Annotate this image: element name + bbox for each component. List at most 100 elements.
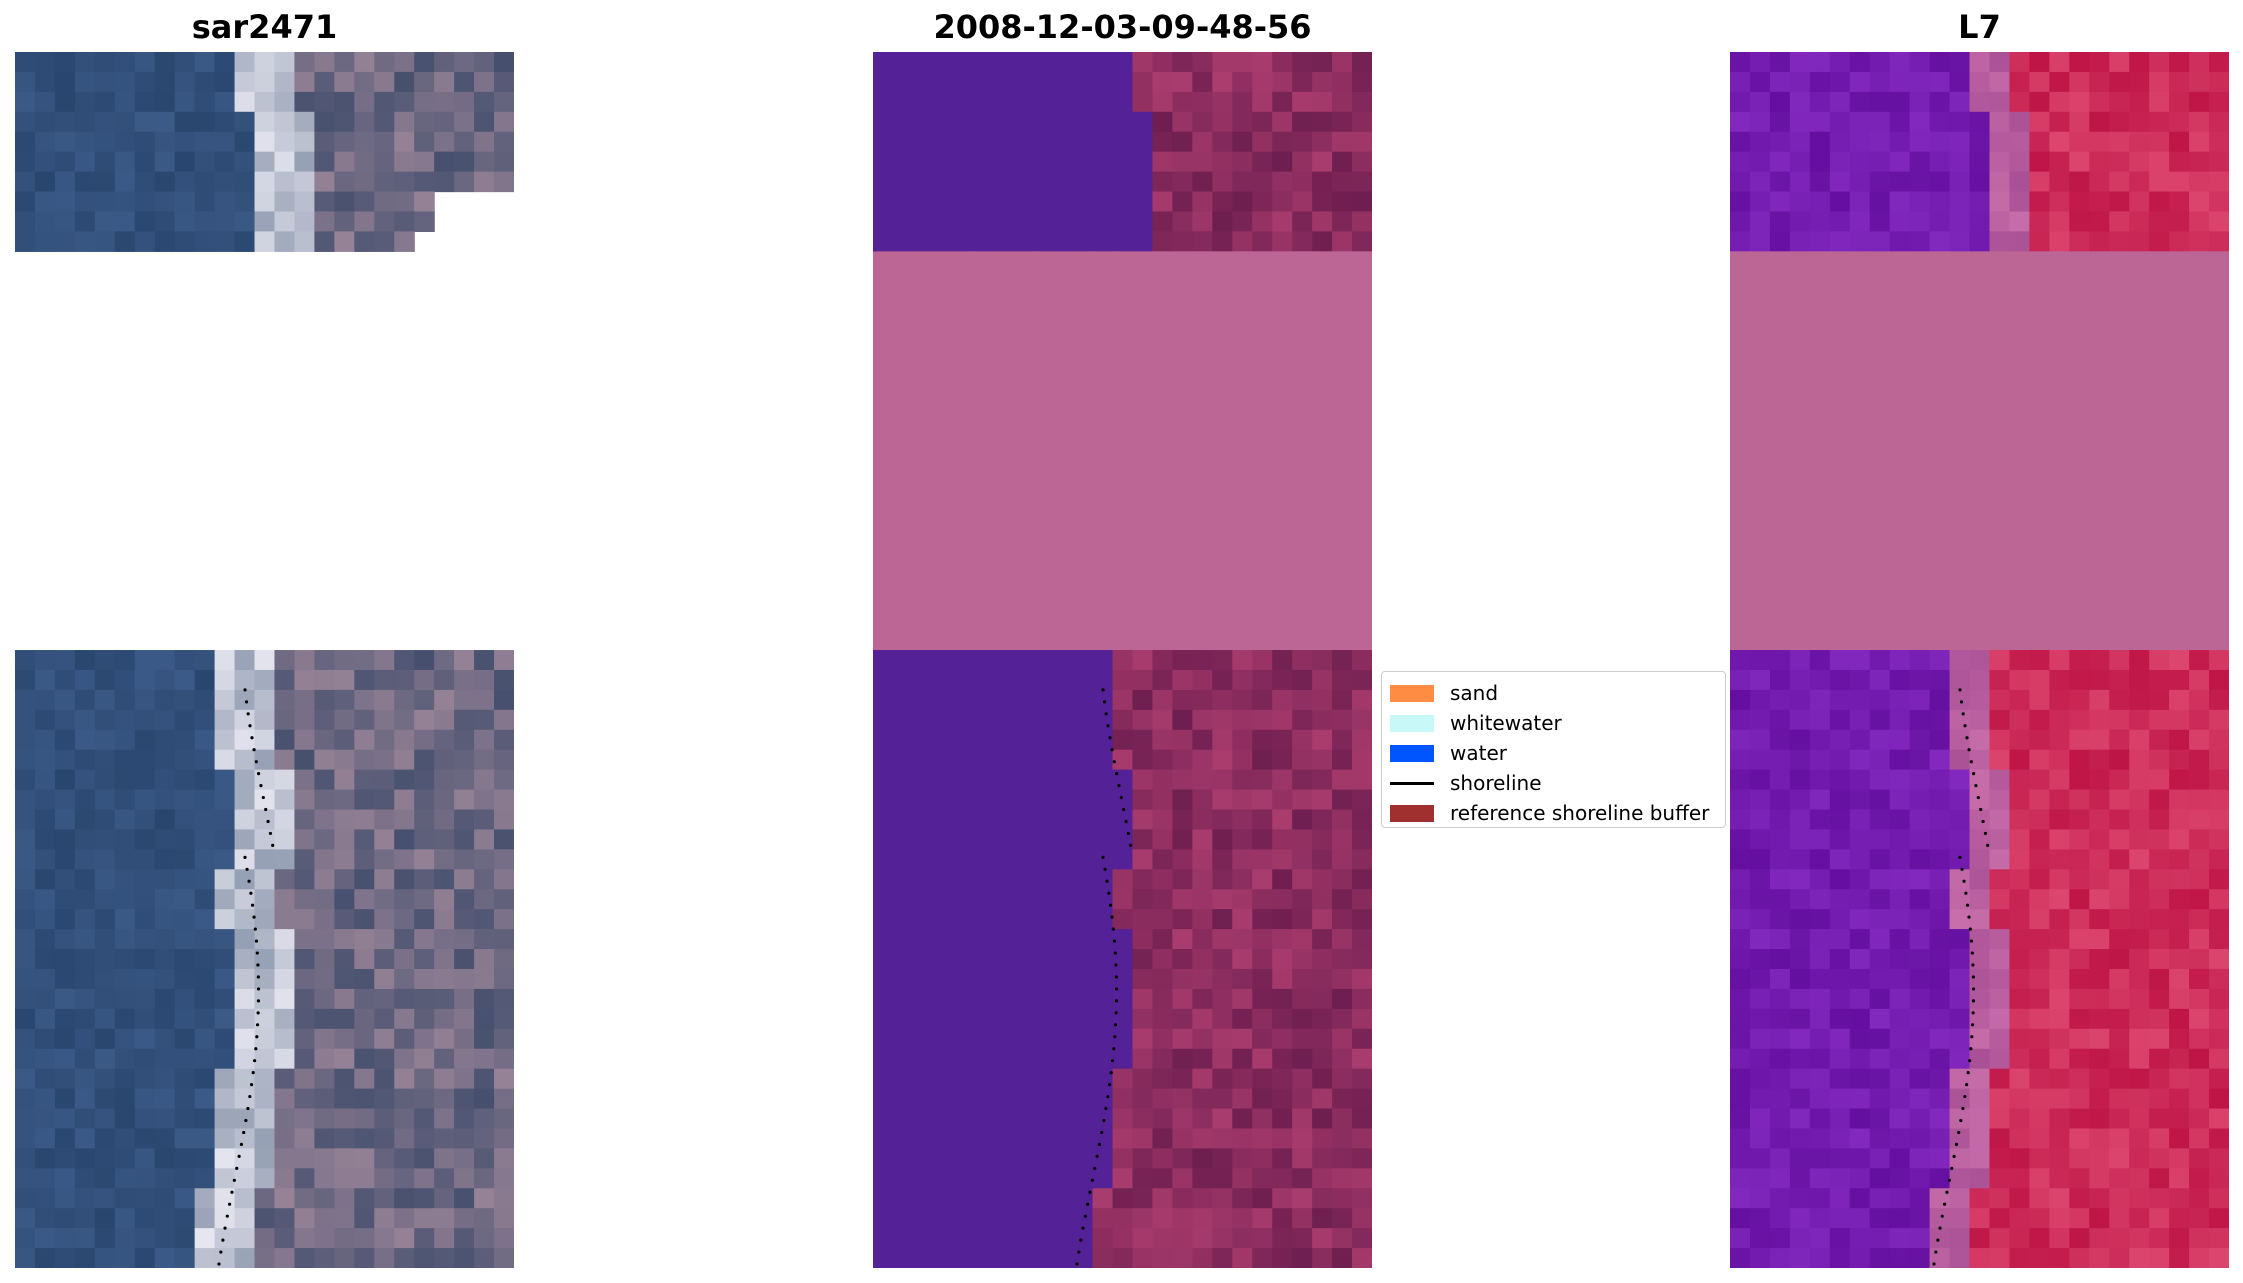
- raster-pixel: [1032, 550, 1054, 571]
- raster-pixel: [214, 769, 236, 791]
- raster-pixel: [1012, 630, 1034, 651]
- raster-pixel: [314, 650, 335, 671]
- raster-pixel: [1212, 968, 1233, 990]
- raster-pixel: [1829, 809, 1851, 831]
- raster-pixel: [1889, 1108, 1911, 1130]
- raster-pixel: [454, 968, 475, 990]
- raster-pixel: [912, 849, 934, 870]
- raster-pixel: [1152, 1208, 1173, 1229]
- raster-pixel: [1032, 91, 1054, 113]
- raster-pixel: [354, 949, 375, 970]
- raster-pixel: [2029, 191, 2050, 213]
- raster-pixel: [1132, 410, 1154, 432]
- shoreline-point: [250, 1083, 254, 1087]
- raster-pixel: [74, 1088, 96, 1110]
- shoreline-point: [248, 724, 252, 728]
- raster-pixel: [2189, 1028, 2210, 1050]
- raster-pixel: [2109, 630, 2130, 651]
- raster-pixel: [1749, 470, 1771, 492]
- raster-pixel: [1332, 251, 1353, 272]
- raster-pixel: [952, 510, 974, 532]
- raster-pixel: [1749, 1148, 1771, 1169]
- raster-pixel: [214, 929, 236, 950]
- raster-pixel: [2089, 490, 2110, 512]
- raster-pixel: [1809, 1148, 1831, 1169]
- raster-pixel: [15, 849, 36, 870]
- raster-pixel: [1332, 311, 1353, 332]
- raster-pixel: [474, 789, 495, 811]
- raster-pixel: [114, 968, 136, 990]
- raster-pixel: [1749, 829, 1771, 850]
- raster-pixel: [1769, 410, 1791, 432]
- raster-pixel: [932, 889, 954, 910]
- raster-pixel: [892, 311, 914, 332]
- raster-pixel: [892, 370, 914, 392]
- raster-pixel: [1989, 530, 2011, 551]
- raster-pixel: [34, 988, 56, 1010]
- raster-pixel: [1909, 1108, 1931, 1130]
- raster-pixel: [1809, 550, 1831, 571]
- raster-pixel: [1352, 111, 1372, 133]
- raster-pixel: [2049, 929, 2070, 950]
- raster-pixel: [2169, 131, 2190, 153]
- raster-pixel: [374, 869, 395, 890]
- raster-pixel: [1092, 1188, 1114, 1209]
- raster-pixel: [174, 869, 196, 890]
- shoreline-point: [1965, 903, 1970, 907]
- raster-pixel: [1292, 251, 1313, 272]
- raster-pixel: [2169, 351, 2190, 372]
- raster-pixel: [254, 1188, 276, 1209]
- raster-pixel: [1789, 789, 1811, 811]
- raster-pixel: [1172, 450, 1193, 472]
- raster-pixel: [354, 929, 375, 950]
- raster-pixel: [294, 1088, 315, 1110]
- raster-pixel: [1132, 470, 1154, 492]
- raster-pixel: [2129, 470, 2150, 492]
- raster-pixel: [932, 1028, 954, 1050]
- raster-pixel: [1829, 769, 1851, 791]
- shoreline-point: [253, 1059, 257, 1063]
- raster-pixel: [454, 171, 475, 193]
- raster-pixel: [194, 1028, 216, 1050]
- raster-pixel: [1012, 351, 1034, 372]
- raster-pixel: [2149, 1228, 2170, 1249]
- raster-pixel: [992, 231, 1014, 252]
- raster-pixel: [1212, 490, 1233, 512]
- raster-pixel: [1232, 1108, 1253, 1130]
- raster-pixel: [1989, 191, 2011, 213]
- raster-pixel: [2109, 1008, 2130, 1030]
- raster-pixel: [932, 111, 954, 133]
- raster-pixel: [1849, 570, 1871, 591]
- raster-pixel: [1929, 1148, 1951, 1169]
- raster-pixel: [1969, 470, 1991, 492]
- raster-pixel: [873, 590, 894, 611]
- raster-pixel: [1809, 570, 1831, 591]
- raster-pixel: [1969, 311, 1991, 332]
- raster-pixel: [1072, 809, 1094, 831]
- raster-pixel: [1989, 211, 2011, 233]
- raster-pixel: [354, 1228, 375, 1249]
- raster-pixel: [1769, 510, 1791, 532]
- shoreline-point: [1971, 999, 1976, 1003]
- raster-pixel: [1769, 1188, 1791, 1209]
- raster-pixel: [1152, 1088, 1173, 1110]
- raster-pixel: [1012, 430, 1034, 452]
- raster-pixel: [1730, 949, 1751, 970]
- raster-pixel: [434, 1168, 455, 1189]
- raster-pixel: [1212, 689, 1233, 711]
- raster-pixel: [1969, 530, 1991, 551]
- raster-pixel: [1232, 669, 1253, 691]
- raster-pixel: [1112, 390, 1134, 412]
- raster-pixel: [1809, 111, 1831, 133]
- raster-pixel: [74, 1068, 96, 1090]
- raster-pixel: [912, 291, 934, 312]
- raster-pixel: [1172, 530, 1193, 551]
- raster-pixel: [1192, 351, 1213, 372]
- raster-pixel: [1332, 669, 1353, 691]
- raster-pixel: [1012, 1188, 1034, 1209]
- raster-pixel: [1292, 490, 1313, 512]
- raster-pixel: [1949, 251, 1971, 272]
- raster-pixel: [194, 1008, 216, 1030]
- raster-pixel: [1272, 789, 1293, 811]
- raster-pixel: [932, 1248, 954, 1268]
